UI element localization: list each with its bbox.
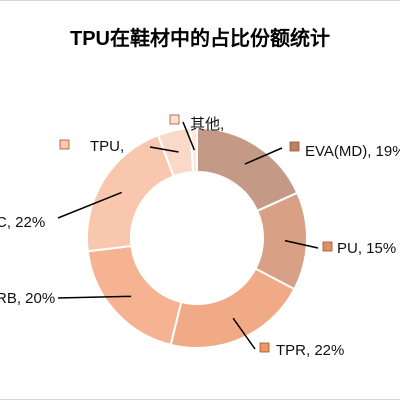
labels-layer: EVA(MD), 19% PU, 15% TPR, 22% RB, 20% C, 22%… xyxy=(0,114,400,359)
data-label-4: C, 22% xyxy=(0,214,45,231)
leader-line-1 xyxy=(284,239,319,249)
data-label-3: RB, 20% xyxy=(0,290,55,307)
leader-line-0 xyxy=(244,147,283,165)
leader-line-2 xyxy=(232,317,256,350)
leader-line-6 xyxy=(182,121,196,151)
data-label-1: PU, 15% xyxy=(337,240,396,257)
legend-marker-2 xyxy=(259,342,270,353)
legend-marker-6 xyxy=(169,114,180,125)
chart-title: TPU在鞋材中的占比份额统计 xyxy=(70,26,330,50)
data-label-5: TPU, xyxy=(90,138,124,155)
slice-0 xyxy=(196,126,299,213)
slice-3 xyxy=(86,244,183,347)
slice-2 xyxy=(169,267,296,349)
legend-marker-0 xyxy=(289,141,300,152)
data-label-2: TPR, 22% xyxy=(276,342,344,359)
leader-lines-layer xyxy=(57,121,319,350)
leader-line-4 xyxy=(57,191,122,219)
leader-line-3 xyxy=(57,295,132,299)
legend-marker-1 xyxy=(322,241,333,252)
leader-line-5 xyxy=(149,146,179,153)
slices-layer xyxy=(86,126,308,349)
legend-marker-5 xyxy=(59,139,70,150)
data-label-6: 其他, xyxy=(190,116,224,133)
data-label-0: EVA(MD), 19% xyxy=(305,143,400,160)
